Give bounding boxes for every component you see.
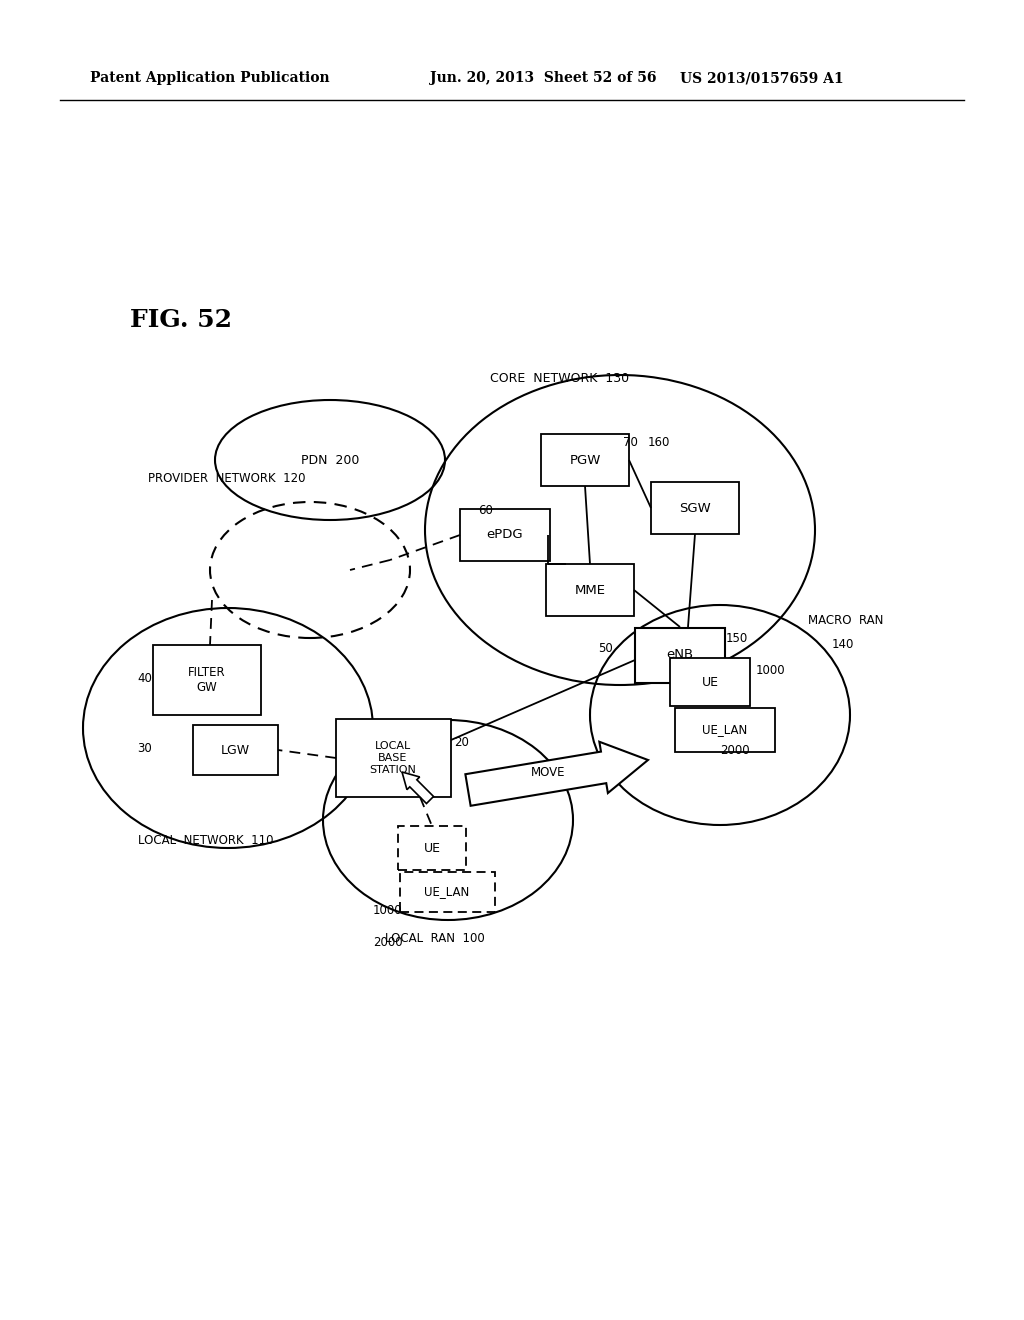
Text: LOCAL  RAN  100: LOCAL RAN 100	[385, 932, 484, 945]
FancyArrow shape	[465, 742, 648, 805]
Text: UE_LAN: UE_LAN	[424, 886, 470, 899]
Text: LGW: LGW	[220, 743, 250, 756]
Text: 40: 40	[137, 672, 152, 685]
FancyBboxPatch shape	[651, 482, 739, 535]
Text: SGW: SGW	[679, 502, 711, 515]
FancyBboxPatch shape	[541, 434, 629, 486]
Text: eNB: eNB	[667, 648, 693, 661]
Text: 140: 140	[831, 638, 854, 651]
FancyBboxPatch shape	[153, 645, 261, 715]
Text: LOCAL
BASE
STATION: LOCAL BASE STATION	[370, 742, 417, 775]
FancyBboxPatch shape	[398, 826, 466, 870]
Text: 30: 30	[137, 742, 152, 755]
FancyBboxPatch shape	[336, 719, 451, 797]
Text: 20: 20	[454, 735, 469, 748]
FancyBboxPatch shape	[670, 657, 750, 706]
Text: PDN  200: PDN 200	[301, 454, 359, 466]
Text: Jun. 20, 2013  Sheet 52 of 56: Jun. 20, 2013 Sheet 52 of 56	[430, 71, 656, 84]
Text: 70: 70	[623, 437, 638, 450]
Text: UE: UE	[424, 842, 440, 854]
Text: MME: MME	[574, 583, 605, 597]
FancyBboxPatch shape	[675, 708, 775, 752]
Text: PGW: PGW	[569, 454, 601, 466]
Text: MOVE: MOVE	[530, 767, 565, 780]
FancyBboxPatch shape	[193, 725, 278, 775]
Text: UE_LAN: UE_LAN	[702, 723, 748, 737]
Text: PROVIDER  NETWORK  120: PROVIDER NETWORK 120	[148, 471, 305, 484]
FancyArrow shape	[402, 772, 433, 804]
Text: 2000: 2000	[720, 743, 750, 756]
Text: 160: 160	[648, 437, 671, 450]
Text: 1000: 1000	[373, 903, 402, 916]
FancyBboxPatch shape	[546, 564, 634, 616]
Text: MACRO  RAN: MACRO RAN	[808, 614, 884, 627]
Text: LOCAL  NETWORK  110: LOCAL NETWORK 110	[138, 833, 273, 846]
Text: 150: 150	[726, 631, 749, 644]
Text: US 2013/0157659 A1: US 2013/0157659 A1	[680, 71, 844, 84]
Text: FILTER
GW: FILTER GW	[188, 667, 226, 694]
FancyBboxPatch shape	[635, 627, 725, 682]
Text: Patent Application Publication: Patent Application Publication	[90, 71, 330, 84]
FancyBboxPatch shape	[399, 873, 495, 912]
FancyBboxPatch shape	[460, 510, 550, 561]
Text: 50: 50	[598, 642, 612, 655]
Text: 60: 60	[478, 503, 493, 516]
Text: CORE  NETWORK  130: CORE NETWORK 130	[490, 371, 630, 384]
Text: ePDG: ePDG	[486, 528, 523, 541]
Text: 2000: 2000	[373, 936, 402, 949]
Text: FIG. 52: FIG. 52	[130, 308, 232, 333]
Text: 1000: 1000	[756, 664, 785, 676]
Text: UE: UE	[701, 676, 719, 689]
